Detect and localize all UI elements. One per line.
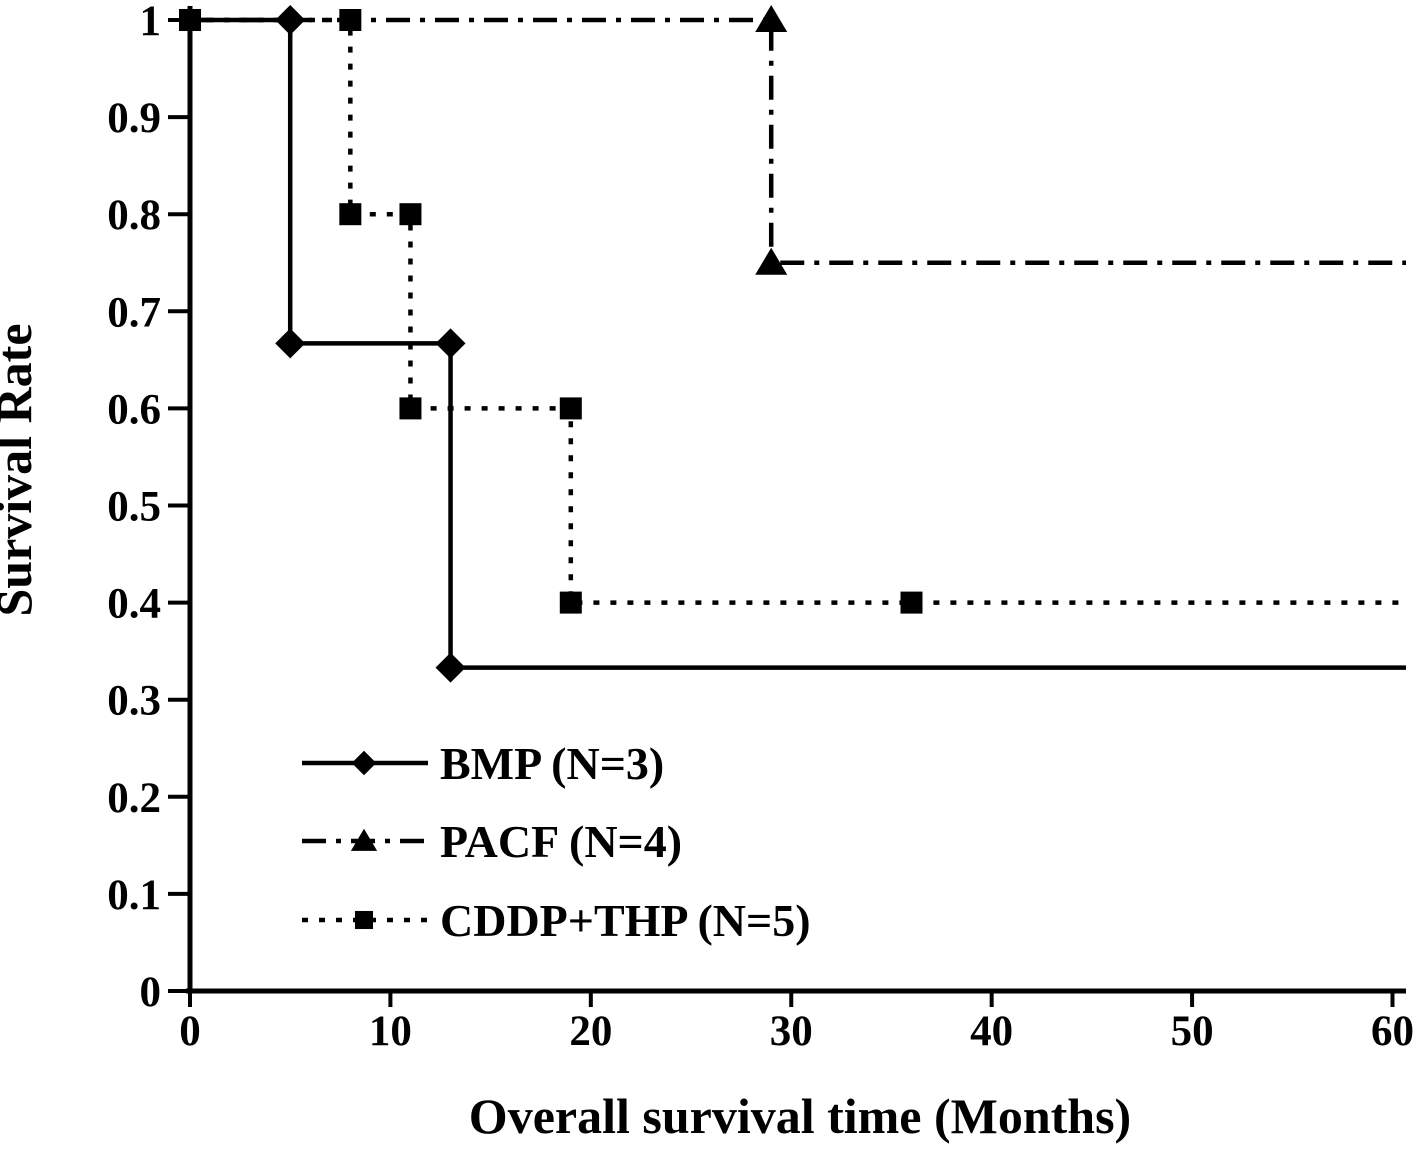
- square-marker: [339, 9, 362, 31]
- x-axis-title: Overall survival time (Months): [469, 1088, 1131, 1144]
- legend-label: BMP (N=3): [440, 738, 664, 789]
- series-cddp-thp: [179, 9, 1406, 614]
- y-tick-label: 0.4: [107, 581, 161, 628]
- diamond-marker: [275, 328, 306, 359]
- y-tick-label: 0.5: [107, 484, 161, 531]
- y-tick-label: 0.1: [107, 872, 161, 919]
- series-bmp-line: [190, 17, 1406, 670]
- y-tick-label: 0.9: [107, 95, 161, 142]
- series-cddp-thp-line: [190, 17, 1406, 605]
- x-tick-label: 40: [970, 1008, 1013, 1055]
- square-marker: [559, 397, 582, 420]
- square-marker: [339, 203, 362, 226]
- diamond-marker: [435, 328, 466, 359]
- y-tick-label: 0.6: [107, 386, 161, 433]
- square-marker: [179, 9, 201, 31]
- square-marker: [900, 591, 923, 614]
- series-pacf-line: [190, 17, 1406, 265]
- x-tick-label: 50: [1171, 1008, 1214, 1055]
- y-tick-label: 0.2: [107, 775, 161, 822]
- diamond-marker: [435, 652, 466, 683]
- y-tick-label: 0.3: [107, 678, 161, 725]
- y-tick-label: 0: [140, 969, 162, 1016]
- axes: 00.10.20.30.40.50.60.70.80.910 10 20 30 40 50…: [107, 0, 1414, 1055]
- legend: BMP (N=3) PACF (N=4) CDDP+THP (N=5): [302, 738, 811, 946]
- y-tick-label: 0.8: [107, 192, 161, 239]
- legend-label: CDDP+THP (N=5): [440, 895, 811, 946]
- square-marker: [399, 397, 422, 420]
- triangle-marker: [755, 5, 788, 32]
- series-pacf: [190, 5, 1406, 275]
- x-tick-label: 30: [770, 1008, 813, 1055]
- square-marker: [399, 203, 422, 226]
- x-tick-label: 0: [179, 1008, 201, 1055]
- x-tick-label: 10: [369, 1008, 412, 1055]
- square-marker: [559, 591, 582, 614]
- legend-entry-pacf: PACF (N=4): [302, 816, 682, 867]
- y-tick-label: 0.7: [107, 289, 161, 336]
- legend-entry-cddp-thp: CDDP+THP (N=5): [302, 895, 811, 946]
- square-marker: [354, 910, 374, 930]
- y-tick-label: 1: [140, 0, 162, 45]
- diamond-marker: [351, 750, 377, 776]
- series-bmp: [190, 5, 1406, 683]
- y-axis-title: Survival Rate: [0, 323, 42, 616]
- x-tick-label: 20: [569, 1008, 612, 1055]
- legend-label: PACF (N=4): [440, 816, 682, 867]
- x-tick-label: 60: [1371, 1008, 1414, 1055]
- legend-entry-bmp: BMP (N=3): [302, 738, 664, 789]
- triangle-marker: [350, 828, 378, 851]
- triangle-marker: [755, 247, 788, 275]
